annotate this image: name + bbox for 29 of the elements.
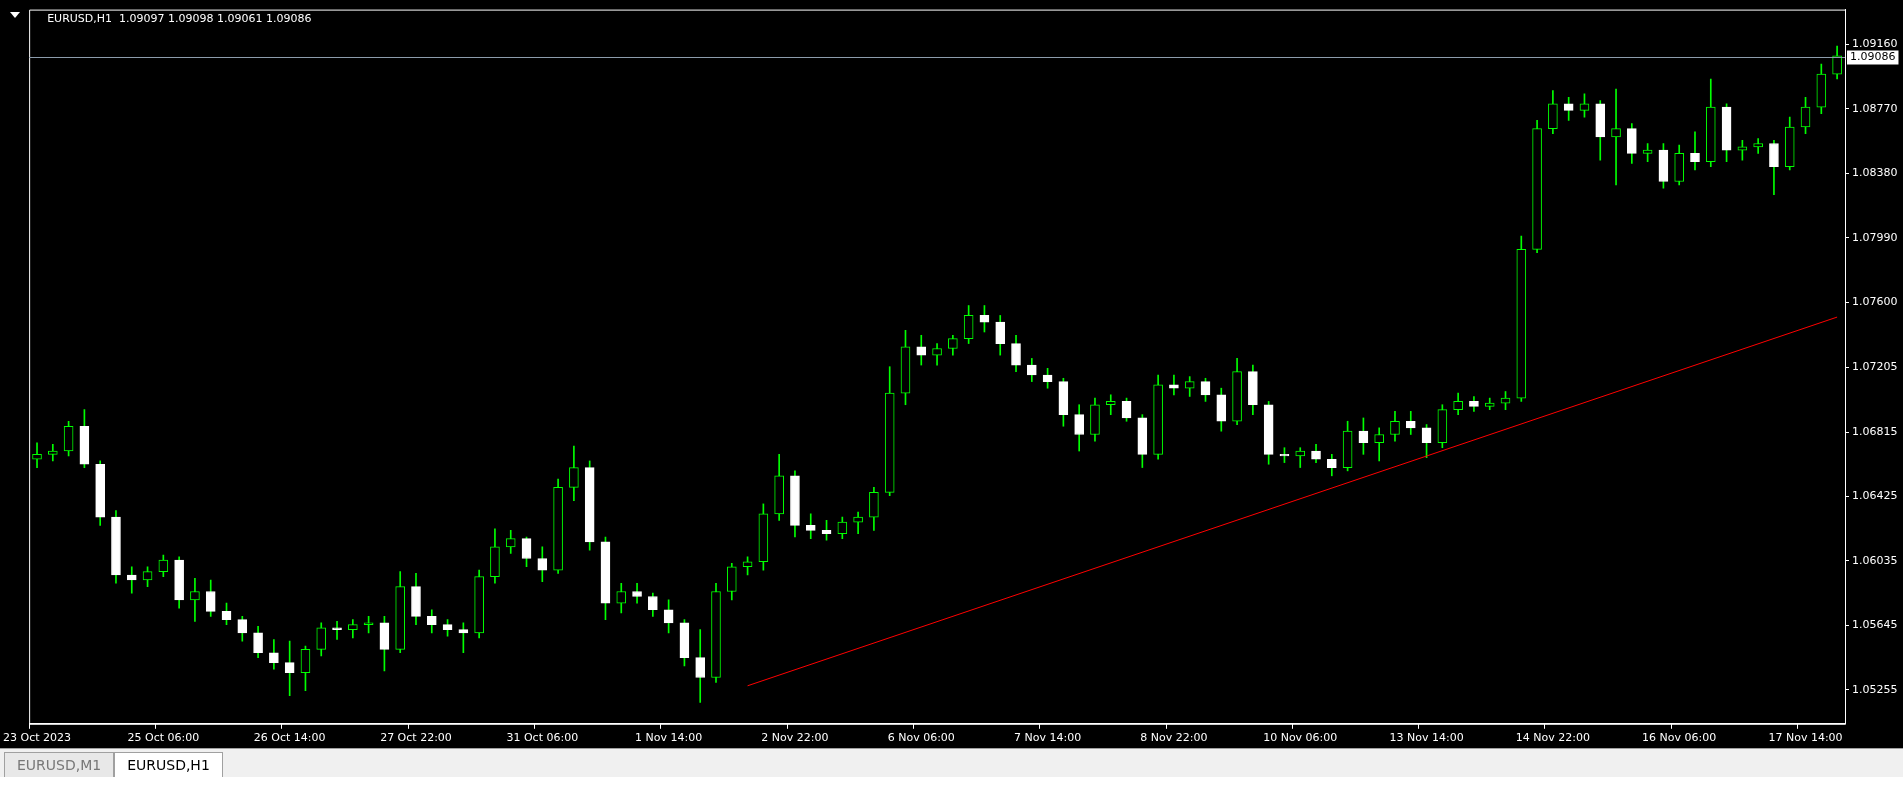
x-tick-label: 8 Nov 22:00 — [1140, 731, 1208, 745]
y-tick-label: 1.07205 — [1852, 360, 1898, 374]
x-tick-label: 23 Oct 2023 — [3, 731, 72, 745]
x-tick-label: 17 Nov 14:00 — [1768, 731, 1843, 745]
text: EURUSD,M1 — [4, 752, 115, 777]
y-tick-label: 1.05255 — [1852, 682, 1898, 696]
y-tick-label: 1.07600 — [1852, 295, 1898, 309]
x-tick-label: 25 Oct 06:00 — [127, 731, 200, 745]
x-tick-label: 1 Nov 14:00 — [635, 731, 703, 745]
x-tick-label: 13 Nov 14:00 — [1389, 731, 1464, 745]
y-tick-label: 1.06425 — [1852, 489, 1898, 503]
x-tick-label: 6 Nov 06:00 — [887, 731, 955, 745]
y-tick-label: 1.07990 — [1852, 230, 1898, 244]
y-tick-label: 1.05645 — [1852, 618, 1898, 632]
y-tick-label: 1.06035 — [1852, 553, 1898, 567]
chart-title: EURUSD,H1 1.09097 1.09098 1.09061 1.09086 — [47, 12, 312, 26]
x-tick-label: 7 Nov 14:00 — [1014, 731, 1082, 745]
y-tick-label: 1.09160 — [1852, 37, 1898, 51]
x-tick-label: 31 Oct 06:00 — [506, 731, 579, 745]
x-tick-label: 2 Nov 22:00 — [761, 731, 829, 745]
y-tick-label: 1.08380 — [1852, 166, 1898, 180]
y-tick-label: 1.08770 — [1852, 101, 1898, 115]
x-tick-label: 26 Oct 14:00 — [253, 731, 326, 745]
ref-line-label: 1.09086 — [1850, 50, 1896, 64]
x-tick-label: 14 Nov 22:00 — [1515, 731, 1590, 745]
x-tick-label: 10 Nov 06:00 — [1263, 731, 1338, 745]
x-tick-label: 16 Nov 06:00 — [1642, 731, 1717, 745]
x-tick-label: 27 Oct 22:00 — [380, 731, 452, 745]
y-tick-label: 1.06815 — [1852, 424, 1898, 438]
